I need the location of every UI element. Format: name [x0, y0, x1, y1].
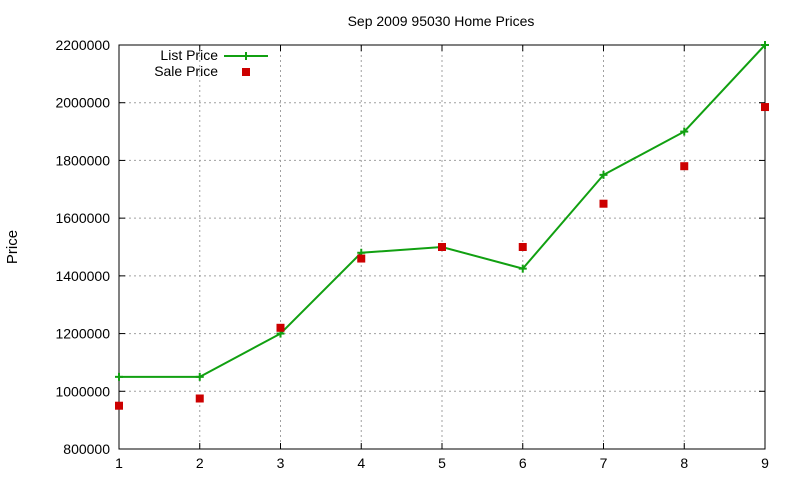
list-price-point	[195, 372, 204, 381]
sale-price-point	[276, 323, 285, 332]
sale-price-point	[761, 103, 769, 112]
sale-price-point	[438, 243, 446, 251]
legend-label-sale-price: Sale Price	[154, 63, 218, 79]
y-tick-label: 2000000	[55, 95, 110, 111]
legend-sample-sale-price	[242, 68, 250, 76]
chart-title: Sep 2009 95030 Home Prices	[348, 13, 535, 29]
x-tick-label: 7	[600, 455, 608, 471]
y-tick-label: 1000000	[55, 383, 110, 399]
y-tick-label: 1800000	[55, 152, 110, 168]
sale-price-point	[357, 254, 366, 263]
legend-label-list-price: List Price	[160, 47, 218, 63]
legend: List Price Sale Price	[154, 47, 268, 79]
x-tick-label: 2	[196, 455, 204, 471]
y-tick-label: 2200000	[55, 37, 110, 53]
x-tick-label: 6	[519, 455, 527, 471]
x-tick-label: 3	[277, 455, 285, 471]
list-price-point	[761, 41, 769, 49]
plot-border	[118, 44, 766, 450]
sale-price-point	[195, 394, 204, 403]
sale-price-point	[115, 401, 123, 410]
sale-price-point	[680, 162, 689, 171]
y-axis-label: Price	[4, 230, 21, 264]
axes: 1 2 3 4 5 6 7 8 9 800000 1000000 1200000 1400000 1600…	[55, 37, 769, 471]
list-price-point	[518, 264, 527, 273]
list-price-point	[115, 372, 123, 381]
x-tick-label: 8	[680, 455, 688, 471]
y-tick-label: 1200000	[55, 326, 110, 342]
y-tick-label: 800000	[63, 441, 110, 457]
sale-price-point	[599, 199, 608, 208]
x-tick-label: 5	[438, 455, 446, 471]
y-tick-label: 1600000	[55, 210, 110, 226]
list-price-point	[599, 170, 608, 179]
x-tick-label: 1	[115, 455, 123, 471]
sale-price-point	[518, 243, 527, 251]
list-price-point	[680, 127, 689, 136]
series	[115, 41, 769, 410]
x-tick-label: 9	[761, 455, 769, 471]
y-tick-label: 1400000	[55, 268, 110, 284]
x-tick-label: 4	[357, 455, 365, 471]
